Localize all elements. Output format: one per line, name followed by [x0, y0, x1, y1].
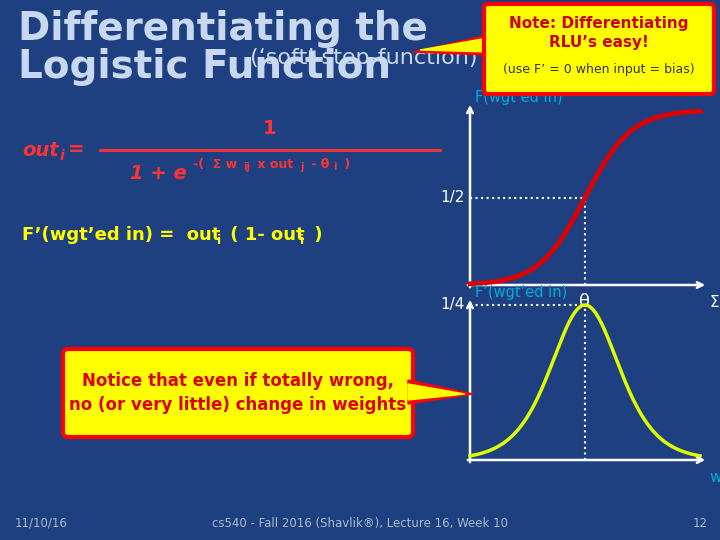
Text: 1/4: 1/4: [441, 298, 465, 313]
Text: 1 + e: 1 + e: [130, 164, 186, 183]
Text: 12: 12: [693, 517, 708, 530]
FancyBboxPatch shape: [63, 349, 413, 437]
Text: 1/2: 1/2: [441, 190, 465, 205]
Text: i: i: [333, 162, 336, 172]
Text: Σ W: Σ W: [710, 295, 720, 310]
Text: F’(wgt’ed in): F’(wgt’ed in): [475, 285, 567, 300]
Text: =: =: [68, 140, 84, 159]
Text: Differentiating the: Differentiating the: [18, 10, 428, 48]
Text: - θ: - θ: [307, 158, 329, 171]
Polygon shape: [408, 384, 465, 400]
Text: 1: 1: [264, 119, 276, 138]
Text: ij: ij: [243, 162, 250, 172]
Text: Notice that even if totally wrong,
no (or very little) change in weights: Notice that even if totally wrong, no (o…: [69, 372, 407, 414]
Text: F(wgt’ed in): F(wgt’ed in): [475, 90, 562, 105]
Text: (use F’ = 0 when input = bias): (use F’ = 0 when input = bias): [503, 63, 695, 76]
Text: out: out: [22, 140, 58, 159]
Text: x out: x out: [253, 158, 293, 171]
Text: ): ): [308, 226, 323, 244]
Polygon shape: [408, 380, 473, 404]
Text: Note: Differentiating
RLU’s easy!: Note: Differentiating RLU’s easy!: [509, 16, 689, 50]
Text: cs540 - Fall 2016 (Shavlik®), Lecture 16, Week 10: cs540 - Fall 2016 (Shavlik®), Lecture 16…: [212, 517, 508, 530]
Polygon shape: [413, 35, 488, 55]
Text: 11/10/16: 11/10/16: [15, 517, 68, 530]
Text: wgt’ed input: wgt’ed input: [710, 470, 720, 485]
Text: i: i: [60, 149, 65, 163]
Text: -(  Σ w: -( Σ w: [193, 158, 237, 171]
Text: ( 1- out: ( 1- out: [224, 226, 305, 244]
Text: i: i: [300, 234, 304, 247]
Text: j: j: [300, 162, 304, 172]
FancyBboxPatch shape: [484, 4, 714, 94]
Text: (‘soft’ step-function): (‘soft’ step-function): [243, 48, 477, 68]
Polygon shape: [420, 38, 488, 52]
Text: ): ): [340, 158, 350, 171]
Text: θ: θ: [580, 293, 590, 311]
Text: i: i: [217, 234, 221, 247]
Text: Logistic Function: Logistic Function: [18, 48, 391, 86]
Text: F’(wgt’ed in) =  out: F’(wgt’ed in) = out: [22, 226, 220, 244]
